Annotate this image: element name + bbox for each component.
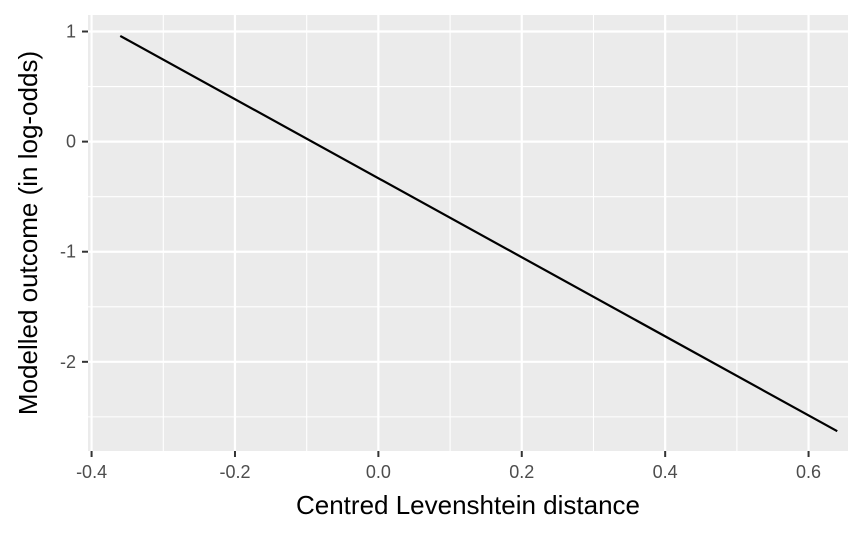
x-axis-title: Centred Levenshtein distance xyxy=(296,490,640,520)
y-tick-label: 0 xyxy=(66,132,76,152)
x-tick-label: 0.6 xyxy=(796,462,821,482)
series-layer xyxy=(119,34,838,433)
y-tick-label: 1 xyxy=(66,22,76,42)
x-tick-label: -0.2 xyxy=(219,462,250,482)
major-gridlines xyxy=(88,15,848,451)
x-axis: -0.4 -0.2 0.0 0.2 0.4 0.6 xyxy=(76,451,821,482)
x-tick-label: 0.2 xyxy=(509,462,534,482)
x-tick-label: 0.0 xyxy=(366,462,391,482)
y-axis: 1 0 -1 -2 xyxy=(60,22,88,372)
y-tick-label: -2 xyxy=(60,352,76,372)
x-tick-label: 0.4 xyxy=(653,462,678,482)
minor-gridlines xyxy=(88,15,848,451)
series-line xyxy=(119,34,838,433)
x-tick-label: -0.4 xyxy=(76,462,107,482)
y-axis-title: Modelled outcome (in log-odds) xyxy=(13,51,43,415)
y-tick-label: -1 xyxy=(60,242,76,262)
